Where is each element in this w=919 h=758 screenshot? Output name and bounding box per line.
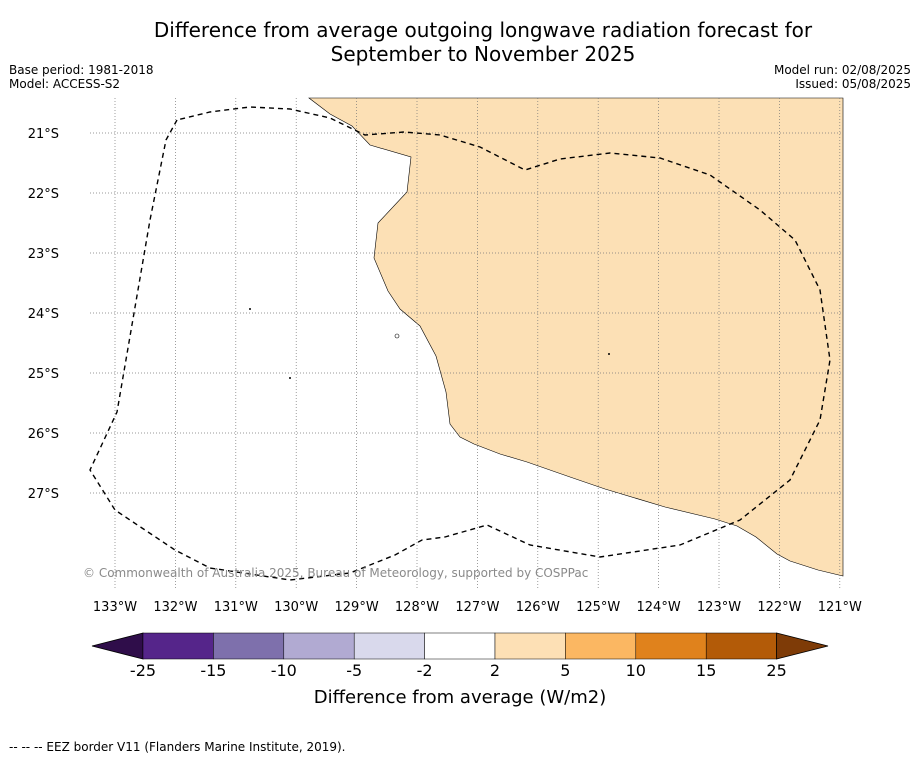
- colorbar-tick: -5: [346, 661, 362, 680]
- longitude-label: 125°W: [576, 600, 620, 615]
- longitude-labels: 133°W 132°W 131°W 130°W 129°W 128°W 127°W 126°W…: [93, 600, 862, 615]
- colorbar-segment: [494, 632, 566, 660]
- model-run: Model run: 02/08/2025: [773, 63, 911, 77]
- chart-title: Difference from average outgoing longwav…: [0, 18, 919, 66]
- colorbar-segment: [635, 632, 707, 660]
- longitude-label: 127°W: [455, 600, 499, 615]
- meta-right: Model run: 02/08/2025 Issued: 05/08/2025: [774, 63, 911, 91]
- base-period: Base period: 1981-2018: [9, 63, 154, 77]
- longitude-label: 122°W: [757, 600, 801, 615]
- colorbar-tick: 15: [696, 661, 716, 680]
- colorbar-segment: [353, 632, 425, 660]
- longitude-label: 131°W: [214, 600, 258, 615]
- latitude-label: 27°S: [28, 487, 59, 502]
- longitude-label: 121°W: [818, 600, 862, 615]
- latitude-label: 25°S: [28, 367, 59, 382]
- longitude-label: 123°W: [697, 600, 741, 615]
- latitude-label: 22°S: [28, 187, 59, 202]
- colorbar-tick: 5: [560, 661, 570, 680]
- longitude-label: 124°W: [637, 600, 681, 615]
- latitude-label: 23°S: [28, 247, 59, 262]
- colorbar-label: Difference from average (W/m2): [314, 687, 606, 708]
- colorbar-tick: -10: [271, 661, 297, 680]
- colorbar-segment: [213, 632, 285, 660]
- latitude-label: 24°S: [28, 307, 59, 322]
- colorbar-extend-high: [776, 632, 829, 660]
- longitude-label: 126°W: [516, 600, 560, 615]
- latitude-label: 21°S: [28, 127, 59, 142]
- copyright-notice: © Commonwealth of Australia 2025, Bureau…: [83, 566, 589, 580]
- colorbar-tick: -2: [417, 661, 433, 680]
- colorbar-segment: [424, 632, 496, 660]
- longitude-label: 130°W: [274, 600, 318, 615]
- island-mark: [608, 353, 610, 355]
- longitude-gridlines: [114, 98, 841, 590]
- title-line-1: Difference from average outgoing longwav…: [153, 18, 813, 42]
- colorbar-segment: [705, 632, 777, 660]
- colorbar-tick: 25: [766, 661, 786, 680]
- longitude-label: 128°W: [395, 600, 439, 615]
- issued-date: Issued: 05/08/2025: [795, 77, 911, 91]
- title-line-2: September to November 2025: [330, 42, 636, 66]
- longitude-label: 129°W: [335, 600, 379, 615]
- model-name: Model: ACCESS-S2: [9, 77, 121, 91]
- colorbar-segment: [142, 632, 214, 660]
- colorbar: [91, 632, 829, 660]
- colorbar-tick: 10: [626, 661, 646, 680]
- island-mark: [394, 333, 400, 339]
- island-mark: [249, 308, 251, 310]
- colorbar-tick: 2: [490, 661, 500, 680]
- latitude-label: 26°S: [28, 427, 59, 442]
- latitude-labels: 21°S 22°S 23°S 24°S 25°S 26°S 27°S: [28, 127, 59, 502]
- anomaly-region: [308, 97, 844, 577]
- eez-border: [89, 106, 831, 581]
- island-mark: [289, 377, 291, 379]
- meta-left: Base period: 1981-2018 Model: ACCESS-S2: [9, 63, 154, 91]
- eez-footnote: -- -- -- EEZ border V11 (Flanders Marine…: [9, 740, 346, 754]
- latitude-gridlines: [90, 132, 843, 494]
- colorbar-segment: [565, 632, 637, 660]
- colorbar-tick: -25: [130, 661, 156, 680]
- colorbar-tick-labels: -25 -15 -10 -5 -2 2 5 10 15 25: [130, 661, 787, 680]
- longitude-label: 132°W: [153, 600, 197, 615]
- longitude-label: 133°W: [93, 600, 137, 615]
- colorbar-segment: [283, 632, 355, 660]
- colorbar-tick: -15: [200, 661, 226, 680]
- colorbar-extend-low: [91, 632, 144, 660]
